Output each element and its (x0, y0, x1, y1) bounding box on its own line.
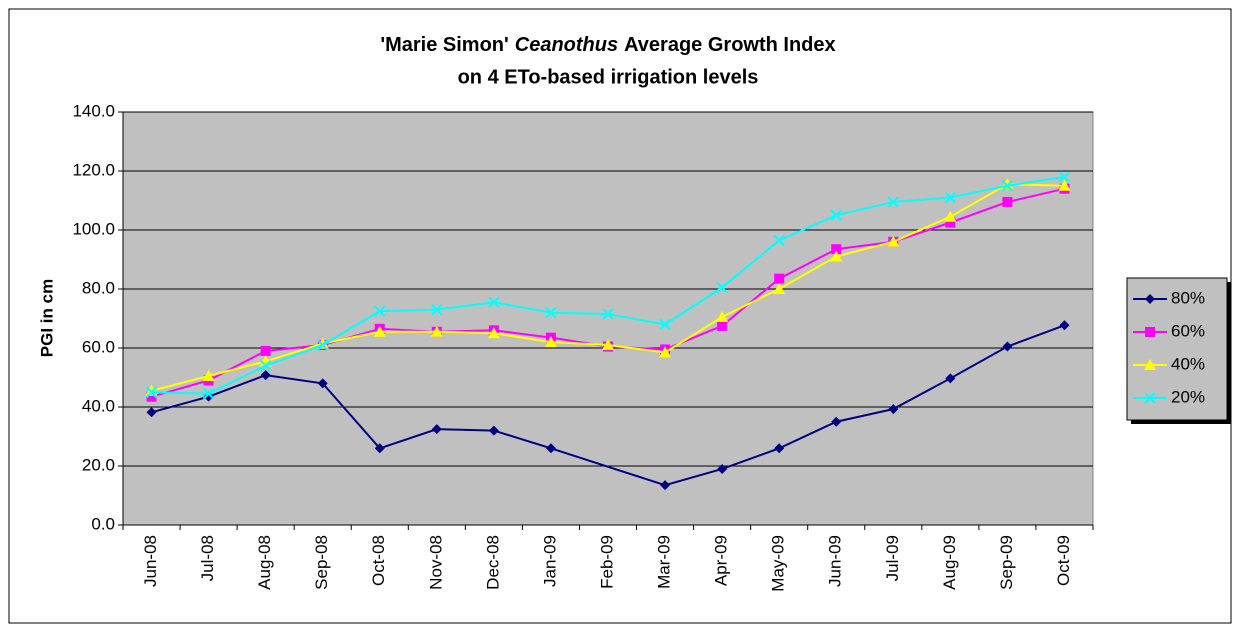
chart-title: 'Marie Simon' Ceanothus Average Growth Ind… (380, 34, 835, 56)
marker (316, 339, 329, 351)
marker (774, 443, 785, 454)
marker (545, 306, 557, 319)
x-tick-label: May-09 (769, 535, 788, 592)
marker (831, 244, 842, 255)
legend-label: 60% (1171, 321, 1205, 340)
x-tick-label: Jun-08 (141, 535, 160, 587)
marker (259, 359, 272, 372)
marker (773, 234, 785, 247)
marker (146, 391, 157, 402)
title-part: 'Marie Simon' (380, 34, 508, 56)
marker (945, 217, 956, 228)
gap-connector (550, 447, 666, 487)
marker (830, 209, 842, 221)
x-tick-label: Oct-08 (369, 535, 388, 586)
x-tick-label: Feb-09 (597, 535, 616, 589)
x-tick-label: Sep-08 (312, 535, 331, 590)
marker (260, 370, 271, 381)
marker (544, 336, 557, 348)
x-tick-label: Mar-09 (655, 535, 674, 589)
marker (1058, 171, 1071, 183)
y-tick-label: 60.0 (82, 337, 115, 356)
legend (1126, 277, 1228, 421)
x-tick-label: Jul-08 (198, 535, 217, 581)
marker (716, 281, 728, 294)
marker (1058, 179, 1071, 191)
x-tick-label: Jan-09 (540, 535, 559, 587)
x-tick-label: Nov-08 (426, 535, 445, 590)
marker (716, 311, 729, 323)
marker (488, 425, 499, 436)
marker (1002, 196, 1013, 207)
marker (374, 305, 386, 317)
x-tick-label: Jun-09 (826, 535, 845, 587)
marker (1145, 327, 1155, 337)
legend-label: 20% (1171, 387, 1205, 406)
marker (545, 443, 556, 454)
marker (1002, 341, 1013, 352)
x-tick-label: Apr-09 (712, 535, 731, 586)
x-tick-label: Dec-08 (483, 535, 502, 590)
marker (202, 370, 215, 382)
marker (944, 191, 957, 204)
marker (145, 386, 158, 398)
marker (202, 388, 215, 400)
marker (146, 407, 157, 418)
marker (373, 325, 386, 337)
marker (717, 463, 728, 474)
x-tick-label: Aug-08 (255, 535, 274, 590)
marker (831, 416, 842, 427)
y-axis-label: PGI in cm (37, 279, 56, 357)
marker (773, 283, 786, 294)
plot-area (122, 111, 1094, 526)
chart-subtitle: on 4 ETo-based irrigation levels (458, 66, 759, 88)
y-tick-label: 20.0 (82, 455, 115, 474)
marker (774, 273, 785, 284)
marker (374, 443, 385, 454)
marker (888, 404, 899, 415)
marker (660, 480, 671, 491)
marker (1059, 320, 1070, 331)
marker (602, 339, 614, 351)
marker (887, 235, 900, 247)
marker (945, 373, 956, 384)
x-tick-label: Jul-09 (883, 535, 902, 581)
marker (659, 346, 672, 358)
marker (887, 196, 900, 208)
marker (260, 345, 271, 356)
marker (944, 210, 957, 222)
marker (659, 318, 671, 331)
marker (717, 320, 728, 331)
x-tick-label: Sep-09 (997, 535, 1016, 590)
marker (1001, 180, 1014, 192)
marker (488, 296, 500, 308)
marker (431, 303, 443, 316)
y-tick-label: 0.0 (91, 514, 115, 533)
title-part: Average Growth Index (624, 34, 836, 56)
y-tick-label: 140.0 (72, 101, 115, 120)
marker (487, 327, 500, 339)
marker (317, 378, 328, 389)
y-tick-label: 40.0 (82, 396, 115, 415)
marker (1144, 359, 1156, 370)
marker (1144, 392, 1156, 404)
marker (430, 325, 443, 337)
marker (602, 308, 614, 320)
x-tick-label: Aug-09 (940, 535, 959, 590)
marker (1145, 294, 1155, 304)
title-part: Ceanothus (515, 34, 618, 56)
x-tick-label: Oct-09 (1054, 535, 1073, 586)
marker (830, 250, 843, 262)
y-tick-label: 120.0 (72, 160, 115, 179)
marker (431, 424, 442, 435)
series-line (151, 324, 1065, 487)
y-tick-label: 100.0 (72, 219, 115, 238)
y-tick-label: 80.0 (82, 278, 115, 297)
legend-label: 80% (1171, 288, 1205, 307)
legend-label: 40% (1171, 354, 1205, 373)
